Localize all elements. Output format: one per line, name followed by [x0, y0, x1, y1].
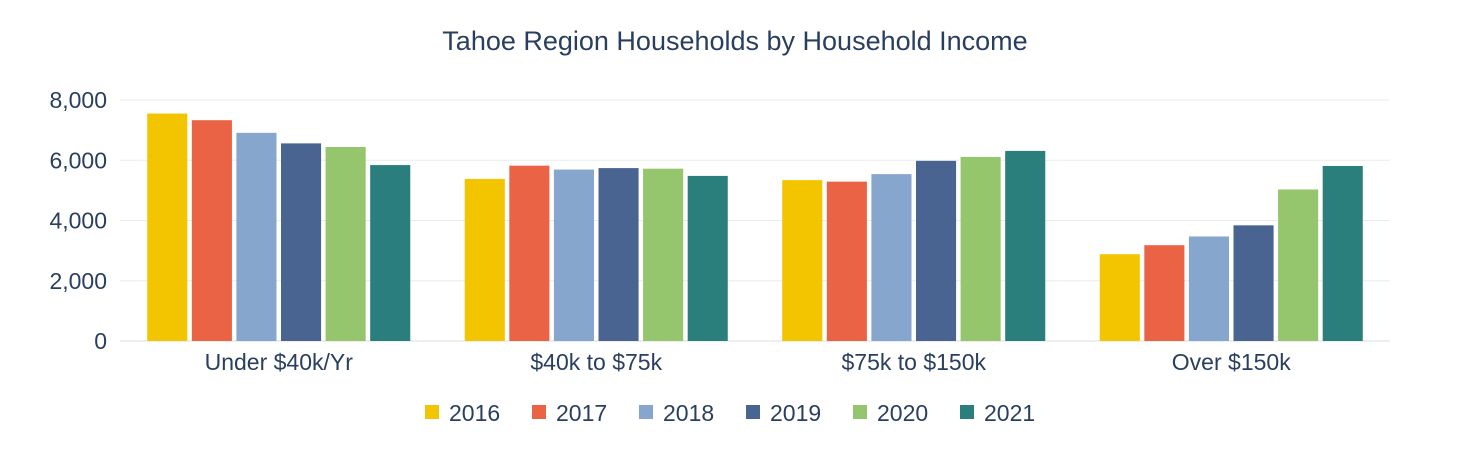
legend-label: 2019: [770, 400, 821, 426]
bar[interactable]: [1278, 189, 1319, 341]
legend-item[interactable]: 2021: [960, 400, 1035, 426]
y-tick-label: 8,000: [49, 87, 107, 113]
bar[interactable]: [464, 178, 505, 341]
legend-swatch: [746, 405, 760, 419]
bar[interactable]: [281, 143, 322, 341]
bar[interactable]: [1099, 254, 1140, 341]
bar[interactable]: [370, 165, 411, 341]
legend-swatch: [853, 405, 867, 419]
x-tick-label: $75k to $150k: [841, 349, 986, 375]
legend-swatch: [532, 405, 546, 419]
x-tick-label: $40k to $75k: [530, 349, 662, 375]
bar[interactable]: [147, 113, 188, 342]
bar[interactable]: [1233, 225, 1274, 341]
legend-swatch: [425, 405, 439, 419]
y-axis: 0 2,000 4,000 6,000 8,000: [49, 87, 107, 354]
legend-item[interactable]: 2020: [853, 400, 928, 426]
bar[interactable]: [643, 168, 684, 341]
y-tick-label: 0: [94, 328, 107, 354]
y-tick-label: 4,000: [49, 208, 107, 234]
chart-title: Tahoe Region Households by Household Inc…: [442, 26, 1027, 56]
legend-label: 2018: [663, 400, 714, 426]
bar[interactable]: [871, 174, 912, 341]
legend: 2016 2017 2018 2019 2020 2021: [425, 400, 1035, 426]
legend-label: 2017: [556, 400, 607, 426]
bar[interactable]: [1188, 236, 1229, 341]
bar[interactable]: [916, 160, 957, 341]
bar[interactable]: [236, 132, 277, 341]
bar[interactable]: [553, 169, 594, 341]
bar[interactable]: [1322, 165, 1363, 341]
legend-item[interactable]: 2019: [746, 400, 821, 426]
bar[interactable]: [960, 156, 1001, 341]
bar[interactable]: [1144, 245, 1185, 341]
legend-item[interactable]: 2018: [639, 400, 714, 426]
x-tick-label: Over $150k: [1172, 349, 1291, 375]
bar[interactable]: [826, 181, 867, 341]
y-tick-label: 6,000: [49, 147, 107, 173]
legend-label: 2016: [449, 400, 500, 426]
x-axis: Under $40k/Yr $40k to $75k $75k to $150k Ov…: [205, 349, 1292, 375]
bar[interactable]: [782, 180, 823, 341]
legend-item[interactable]: 2017: [532, 400, 607, 426]
y-tick-label: 2,000: [49, 268, 107, 294]
legend-item[interactable]: 2016: [425, 400, 500, 426]
bar[interactable]: [687, 175, 728, 341]
bar[interactable]: [1005, 150, 1046, 341]
bar[interactable]: [509, 165, 550, 341]
bar[interactable]: [191, 120, 232, 341]
bars: [147, 113, 1363, 342]
x-tick-label: Under $40k/Yr: [205, 349, 354, 375]
legend-label: 2021: [984, 400, 1035, 426]
legend-swatch: [639, 405, 653, 419]
bar[interactable]: [325, 146, 366, 341]
bar[interactable]: [598, 168, 639, 341]
legend-label: 2020: [877, 400, 928, 426]
legend-swatch: [960, 405, 974, 419]
